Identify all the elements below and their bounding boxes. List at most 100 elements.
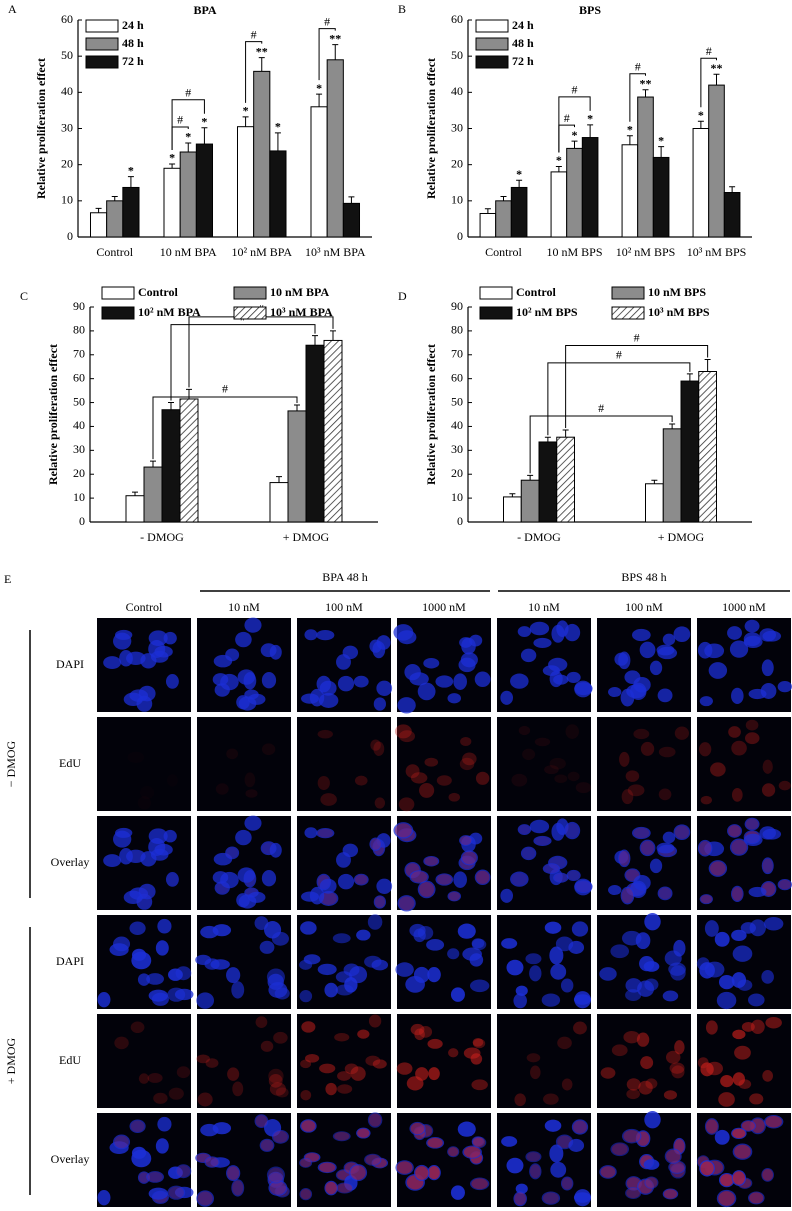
nucleus [119, 650, 133, 667]
nucleus [237, 669, 256, 685]
edu-signal [663, 1189, 678, 1199]
error-bar [658, 146, 665, 158]
bar [637, 96, 654, 238]
y-tick-label: 20 [451, 466, 463, 480]
edu-signal [415, 1166, 429, 1180]
legend-label: 10² nM BPA [138, 305, 201, 319]
edu-signal [410, 1122, 425, 1135]
significance-label: * [572, 128, 578, 142]
edu-signal [410, 871, 428, 883]
edu-signal [317, 729, 333, 739]
legend-swatch [475, 37, 509, 51]
comparison-label: # [324, 14, 330, 28]
nucleus [544, 1119, 562, 1132]
y-tick-label: 10 [61, 193, 73, 207]
comparison-label: # [598, 401, 604, 415]
significance-label: ** [640, 77, 652, 91]
edu-signal [619, 850, 630, 866]
row-label: EdU [59, 1053, 81, 1067]
edu-signal [573, 1120, 587, 1134]
nucleus [332, 1131, 351, 1142]
edu-signal [227, 1166, 240, 1180]
micrograph [597, 717, 691, 811]
bar [645, 483, 664, 523]
nucleus [244, 815, 262, 831]
bar [520, 479, 540, 523]
nucleus [474, 869, 491, 886]
edu-signal [705, 1020, 718, 1035]
edu-signal [410, 772, 428, 784]
bar [179, 398, 199, 523]
nucleus [337, 873, 355, 890]
nucleus [261, 672, 277, 689]
edu-signal [543, 1093, 559, 1105]
micrograph [97, 717, 191, 811]
nucleus [541, 1191, 561, 1205]
nucleus [462, 947, 482, 961]
edu-signal [460, 835, 472, 846]
nucleus [316, 630, 335, 641]
nucleus [542, 863, 561, 874]
legend-label: 48 h [122, 36, 144, 50]
edu-signal [261, 743, 276, 756]
nucleus [501, 1136, 518, 1147]
error-bar [276, 476, 282, 483]
edu-signal [418, 1026, 433, 1038]
edu-signal [718, 1092, 735, 1107]
nucleus [231, 1179, 245, 1197]
edu-signal [337, 1084, 353, 1094]
nucleus [304, 827, 318, 839]
nucleus [574, 682, 593, 696]
nucleus [175, 1164, 192, 1179]
nucleus [568, 1138, 585, 1152]
edu-signal [424, 757, 439, 767]
bar [106, 200, 124, 238]
legend-swatch [85, 55, 119, 69]
edu-signal [273, 1130, 288, 1143]
edu-signal [741, 1021, 755, 1032]
edu-signal [436, 874, 452, 885]
edu-signal [365, 1055, 381, 1066]
nucleus [409, 1121, 426, 1136]
edu-signal [700, 894, 712, 904]
edu-signal [325, 1181, 337, 1195]
error-bar [332, 44, 339, 60]
nucleus [146, 973, 164, 985]
edu-signal [428, 1166, 440, 1180]
error-bar [527, 474, 534, 481]
nucleus [131, 1149, 152, 1168]
nucleus [699, 696, 713, 707]
edu-signal [344, 1063, 359, 1075]
edu-signal [319, 1063, 336, 1074]
nucleus [553, 872, 569, 883]
x-tick-label: 10 nM BPS [546, 245, 602, 259]
x-tick-label: 10³ nM BPS [687, 245, 747, 259]
nucleus [423, 657, 440, 669]
bar [556, 436, 575, 523]
edu-signal [623, 1030, 641, 1044]
edu-signal [475, 771, 490, 785]
y-tick-label: 0 [67, 229, 73, 243]
edu-signal [337, 1071, 351, 1081]
edu-signal [658, 746, 676, 758]
edu-signal [765, 1016, 782, 1029]
nucleus [225, 846, 240, 860]
nucleus [550, 1161, 567, 1178]
error-bar [509, 493, 516, 497]
edu-signal [130, 1120, 145, 1133]
nucleus [759, 628, 777, 642]
nucleus [662, 990, 679, 1002]
nucleus [520, 846, 537, 861]
nucleus [97, 1190, 111, 1206]
nucleus [610, 1142, 630, 1157]
nucleus [113, 936, 131, 952]
edu-signal [745, 818, 759, 830]
edu-signal [471, 1079, 488, 1091]
significance-label: * [128, 163, 134, 177]
edu-signal [320, 793, 337, 806]
edu-signal [374, 797, 386, 809]
comparison-bracket [318, 28, 336, 81]
error-bar [258, 57, 265, 72]
micrograph [697, 717, 791, 811]
column-label: 1000 nM [722, 600, 766, 614]
